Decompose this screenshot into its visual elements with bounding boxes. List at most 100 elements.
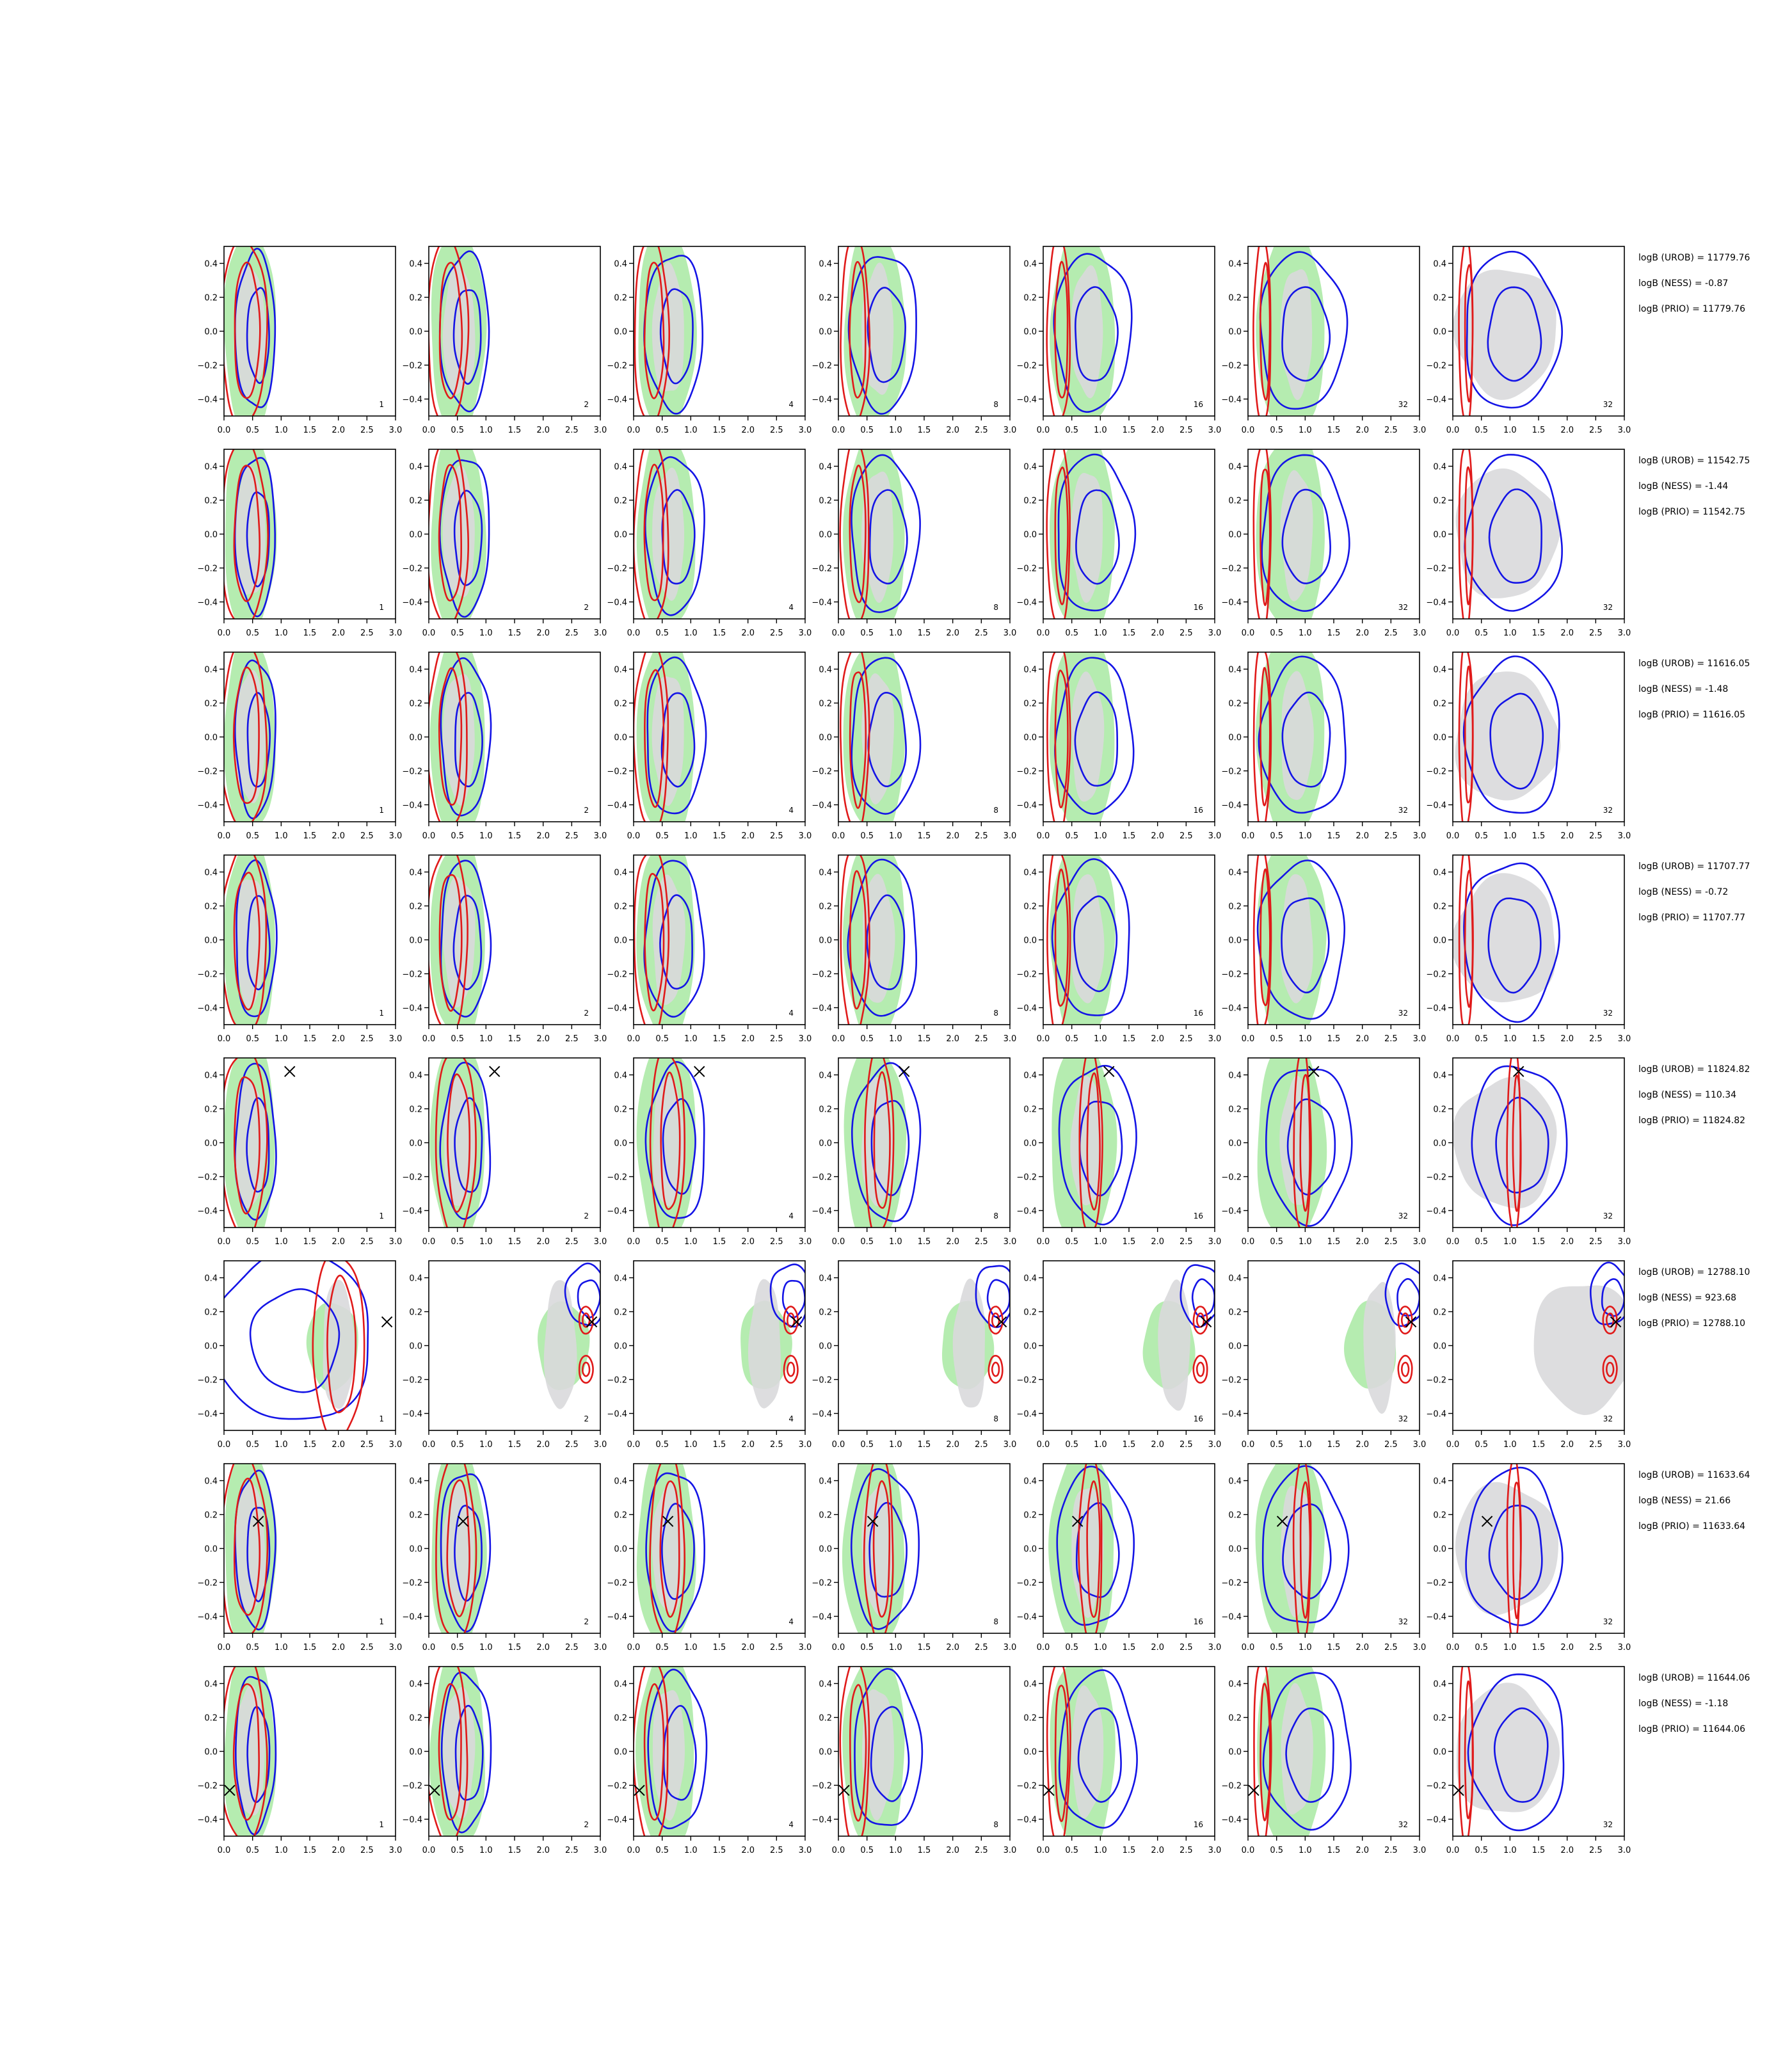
y-tick-label: 0.2	[614, 700, 627, 709]
red-contour-outer	[1046, 246, 1071, 416]
x-tick-label: 0.5	[246, 1237, 259, 1247]
x-tick-label: 1.5	[1123, 1237, 1136, 1247]
blue-contour-inner	[868, 1501, 908, 1598]
x-tick-label: 2.0	[946, 426, 959, 435]
red-contour-inner	[233, 1076, 260, 1215]
x-tick-label: 2.0	[332, 831, 345, 841]
red-contour-inner	[1299, 1481, 1311, 1619]
y-tick-label: 0.4	[1228, 868, 1242, 878]
x-tick-label: 1.0	[1503, 1034, 1517, 1044]
y-tick-label: 0.4	[819, 1477, 832, 1487]
x-tick-label: 2.5	[565, 628, 579, 638]
plot-area	[1248, 1667, 1352, 1836]
blue-contour-outer	[1058, 1669, 1138, 1829]
true-value-marker	[634, 1784, 645, 1796]
red-contour-inner	[1260, 667, 1271, 806]
x-tick-label: 1.0	[1299, 831, 1312, 841]
y-tick-label: 0.0	[614, 328, 627, 337]
red-contour-outer	[839, 1667, 870, 1836]
blue-contour-inner	[1488, 1504, 1543, 1600]
blue-contour-inner	[454, 1097, 483, 1193]
x-tick-label: 0.5	[1065, 1034, 1078, 1044]
x-tick-label: 1.5	[1123, 426, 1136, 435]
red-contour-inner	[1054, 1684, 1069, 1822]
x-tick-label: 1.0	[1094, 1643, 1107, 1652]
y-tick-label: −0.4	[1426, 1816, 1446, 1825]
plot-area	[1252, 652, 1347, 822]
x-tick-label: 2.0	[536, 1440, 550, 1450]
x-tick-label: 2.0	[946, 831, 959, 841]
panel-r3-c7: 0.0 0.5 1.0 1.5 2.0 2.5 3.0 0.4 0.2 0.0 −0.2 −0.4 32	[1426, 652, 1631, 841]
x-tick-label: 1.0	[1299, 1034, 1312, 1044]
y-tick-label: 0.4	[204, 1680, 218, 1690]
plot-area	[429, 1058, 500, 1228]
y-tick-label: −0.4	[197, 1410, 218, 1420]
x-tick-label: 1.5	[918, 1846, 931, 1855]
y-tick-label: 0.4	[1023, 868, 1037, 878]
panel-number-label: 32	[1398, 400, 1408, 409]
y-tick-label: 0.2	[204, 1511, 218, 1521]
x-tick-label: 0.5	[451, 1034, 464, 1044]
x-tick-label: 0.0	[1242, 831, 1255, 841]
x-tick-label: 2.0	[741, 426, 755, 435]
panel-r7-c5: 0.0 0.5 1.0 1.5 2.0 2.5 3.0 0.4 0.2 0.0 −0.2 −0.4 16	[1016, 1463, 1221, 1652]
x-tick-label: 0.0	[1037, 1846, 1050, 1855]
panel-number-label: 32	[1398, 1617, 1408, 1626]
grey-density-fill	[652, 1690, 685, 1821]
y-tick-label: 0.2	[1433, 1105, 1446, 1115]
x-tick-label: 1.0	[684, 831, 698, 841]
x-tick-label: 2.5	[1589, 628, 1603, 638]
panel-r3-c2: 0.0 0.5 1.0 1.5 2.0 2.5 3.0 0.4 0.2 0.0 −0.2 −0.4 2	[402, 652, 607, 841]
x-tick-label: 1.5	[918, 1440, 931, 1450]
y-tick-label: −0.2	[197, 1173, 218, 1183]
x-tick-label: 0.5	[246, 1034, 259, 1044]
x-tick-label: 3.0	[1004, 628, 1017, 638]
plot-area	[942, 1265, 1010, 1408]
x-tick-label: 2.5	[770, 1846, 783, 1855]
blue-contour-outer	[644, 1060, 705, 1219]
x-tick-label: 3.0	[1413, 1440, 1427, 1450]
panel-number-label: 8	[993, 1414, 998, 1423]
x-tick-label: 1.0	[1503, 831, 1517, 841]
grey-density-fill	[1533, 1285, 1624, 1416]
red-contour-outer	[1078, 1464, 1103, 1633]
x-tick-label: 2.5	[1384, 831, 1398, 841]
y-tick-label: 0.0	[1228, 1139, 1242, 1149]
x-tick-label: 2.0	[332, 1440, 345, 1450]
x-tick-label: 0.5	[1270, 628, 1283, 638]
blue-contour-outer	[234, 1469, 276, 1631]
x-tick-label: 3.0	[1004, 831, 1017, 841]
x-tick-label: 1.5	[508, 1440, 522, 1450]
y-tick-label: −0.2	[197, 970, 218, 980]
red-contour-inner	[1260, 1683, 1271, 1821]
x-tick-label: 0.5	[1475, 628, 1488, 638]
red-contour-outer	[578, 1306, 594, 1335]
x-tick-label: 1.5	[713, 1440, 726, 1450]
red-contour-inner	[849, 671, 867, 809]
x-tick-label: 3.0	[389, 1237, 403, 1247]
x-tick-label: 0.0	[627, 1237, 641, 1247]
row-annotation-logb: logB (NESS) = 923.68	[1638, 1293, 1736, 1303]
true-value-marker	[662, 1516, 674, 1527]
y-tick-label: −0.4	[197, 396, 218, 405]
x-tick-label: 1.5	[303, 628, 317, 638]
x-tick-label: 0.0	[1446, 831, 1460, 841]
y-tick-label: 0.2	[819, 1511, 832, 1521]
blue-contour-inner	[1396, 1277, 1420, 1316]
y-tick-label: 0.0	[1023, 1342, 1037, 1352]
y-tick-label: 0.0	[1228, 733, 1242, 743]
blue-contour-inner	[1075, 489, 1120, 585]
red-contour-inner	[438, 667, 463, 806]
x-tick-label: 1.0	[275, 1034, 288, 1044]
x-tick-label: 1.0	[1094, 628, 1107, 638]
y-tick-label: 0.0	[819, 531, 832, 540]
y-tick-label: 0.0	[614, 1545, 627, 1555]
red-contour-outer	[1397, 1354, 1413, 1384]
y-tick-label: 0.0	[614, 1748, 627, 1757]
x-tick-label: 2.0	[741, 1440, 755, 1450]
x-tick-label: 1.0	[684, 1846, 698, 1855]
y-tick-label: −0.2	[1426, 1579, 1446, 1588]
plot-area	[1453, 1667, 1565, 1836]
y-tick-label: −0.2	[812, 362, 832, 371]
x-tick-label: 1.0	[684, 628, 698, 638]
